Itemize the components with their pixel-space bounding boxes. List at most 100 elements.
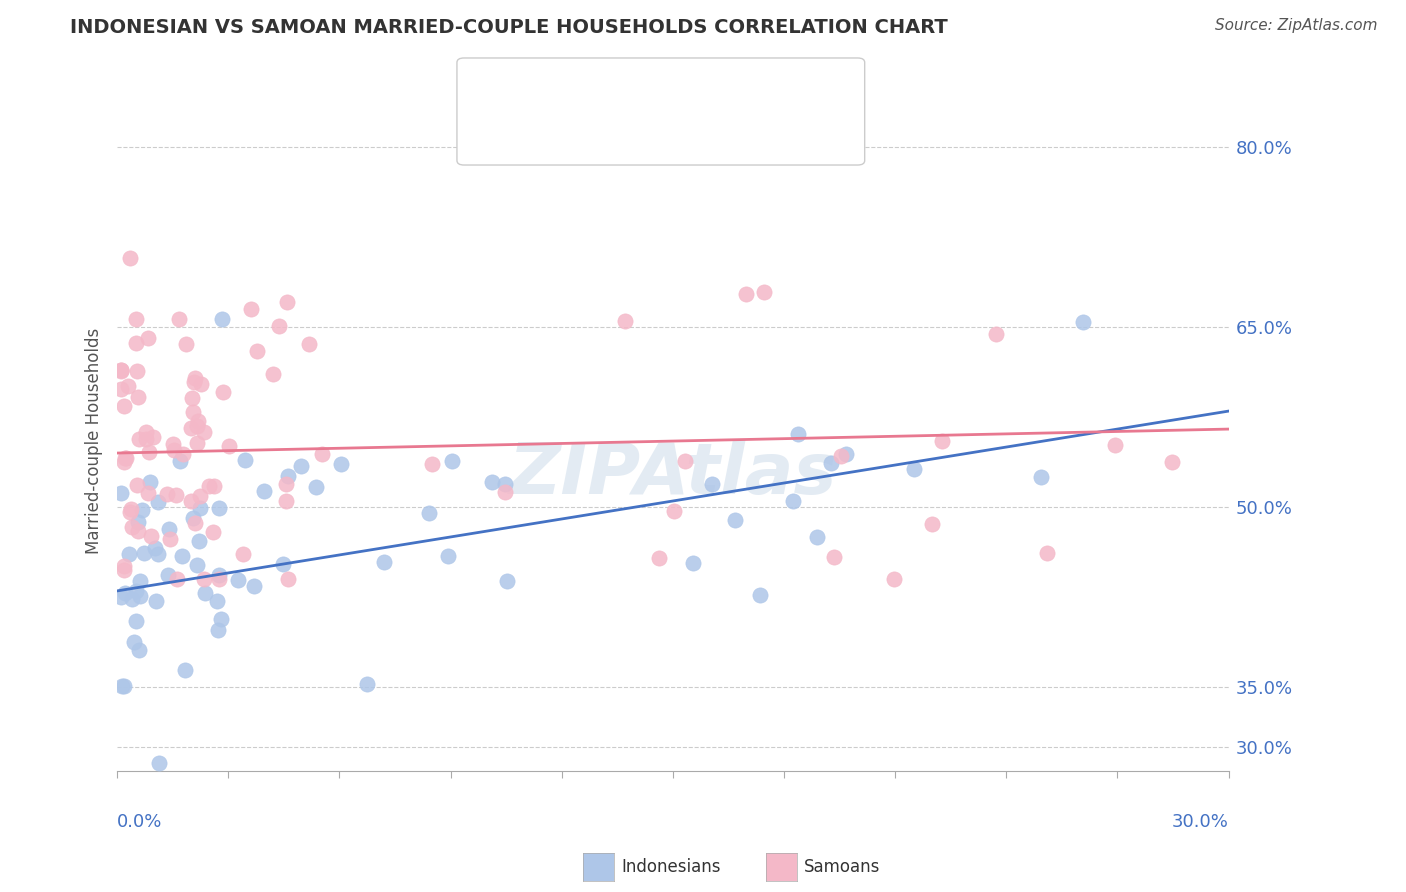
Point: [1104, 437, 1126, 451]
Point: [208, 568, 231, 582]
Point: [145, 541, 167, 556]
Point: [921, 517, 943, 532]
Point: [138, 445, 160, 459]
Point: [243, 579, 266, 593]
Point: [117, 548, 139, 562]
Point: [187, 533, 209, 548]
Point: [207, 624, 229, 638]
Text: R = 0.091: R = 0.091: [499, 116, 582, 134]
Point: [180, 391, 202, 405]
Point: [127, 390, 149, 404]
Point: [111, 679, 134, 693]
Point: [823, 549, 845, 564]
Point: [420, 458, 443, 472]
Point: [145, 594, 167, 608]
Point: [110, 486, 132, 500]
Y-axis label: Married-couple Households: Married-couple Households: [86, 328, 103, 554]
Point: [226, 574, 249, 588]
Point: [174, 336, 197, 351]
Point: [110, 590, 132, 604]
Point: [298, 337, 321, 351]
Point: [673, 453, 696, 467]
Point: [208, 572, 231, 586]
Point: [883, 572, 905, 586]
Point: [142, 430, 165, 444]
Point: [262, 367, 284, 381]
Point: [128, 432, 150, 446]
Point: [131, 503, 153, 517]
Point: [135, 432, 157, 446]
Point: [114, 450, 136, 465]
Point: [211, 312, 233, 326]
Text: N = 67: N = 67: [661, 76, 718, 94]
Text: ZIPAtlas: ZIPAtlas: [509, 440, 837, 508]
Point: [114, 586, 136, 600]
Point: [373, 555, 395, 569]
Point: [202, 525, 225, 540]
Point: [208, 501, 231, 516]
Point: [156, 486, 179, 500]
Point: [157, 522, 180, 536]
Point: [135, 425, 157, 439]
Point: [218, 439, 240, 453]
Point: [127, 515, 149, 529]
Text: INDONESIAN VS SAMOAN MARRIED-COUPLE HOUSEHOLDS CORRELATION CHART: INDONESIAN VS SAMOAN MARRIED-COUPLE HOUS…: [70, 18, 948, 37]
Point: [112, 679, 135, 693]
Point: [120, 502, 142, 516]
Point: [194, 586, 217, 600]
Point: [141, 529, 163, 543]
Point: [146, 495, 169, 509]
Point: [128, 574, 150, 588]
Point: [112, 558, 135, 573]
Point: [495, 574, 517, 588]
Point: [1071, 315, 1094, 329]
Point: [749, 588, 772, 602]
Point: [120, 505, 142, 519]
Point: [156, 568, 179, 582]
Point: [830, 449, 852, 463]
Point: [786, 427, 808, 442]
Point: [136, 486, 159, 500]
Point: [277, 572, 299, 586]
Point: [122, 635, 145, 649]
Point: [180, 421, 202, 435]
Point: [127, 478, 149, 492]
Point: [436, 549, 458, 563]
Point: [806, 530, 828, 544]
Point: [233, 452, 256, 467]
Point: [239, 301, 262, 316]
Point: [110, 363, 132, 377]
Point: [931, 434, 953, 448]
Point: [682, 556, 704, 570]
Point: [209, 612, 232, 626]
Point: [115, 451, 138, 466]
Point: [112, 455, 135, 469]
Point: [128, 643, 150, 657]
Point: [232, 547, 254, 561]
Point: [170, 549, 193, 563]
Point: [193, 572, 215, 586]
Point: [169, 312, 191, 326]
Point: [1161, 455, 1184, 469]
Point: [121, 591, 143, 606]
Point: [735, 287, 758, 301]
Text: N = 86: N = 86: [661, 116, 718, 134]
Point: [290, 458, 312, 473]
Point: [186, 558, 208, 572]
Point: [125, 614, 148, 628]
Text: 30.0%: 30.0%: [1171, 813, 1229, 830]
Point: [110, 362, 132, 376]
Text: 0.0%: 0.0%: [117, 813, 163, 830]
Point: [121, 519, 143, 533]
Point: [724, 513, 747, 527]
Point: [112, 399, 135, 413]
Point: [120, 252, 142, 266]
Point: [198, 478, 221, 492]
Point: [188, 501, 211, 516]
Text: Source: ZipAtlas.com: Source: ZipAtlas.com: [1215, 18, 1378, 33]
Point: [754, 285, 776, 299]
Point: [614, 314, 637, 328]
Text: Samoans: Samoans: [804, 858, 880, 876]
Point: [136, 331, 159, 345]
Point: [212, 385, 235, 400]
